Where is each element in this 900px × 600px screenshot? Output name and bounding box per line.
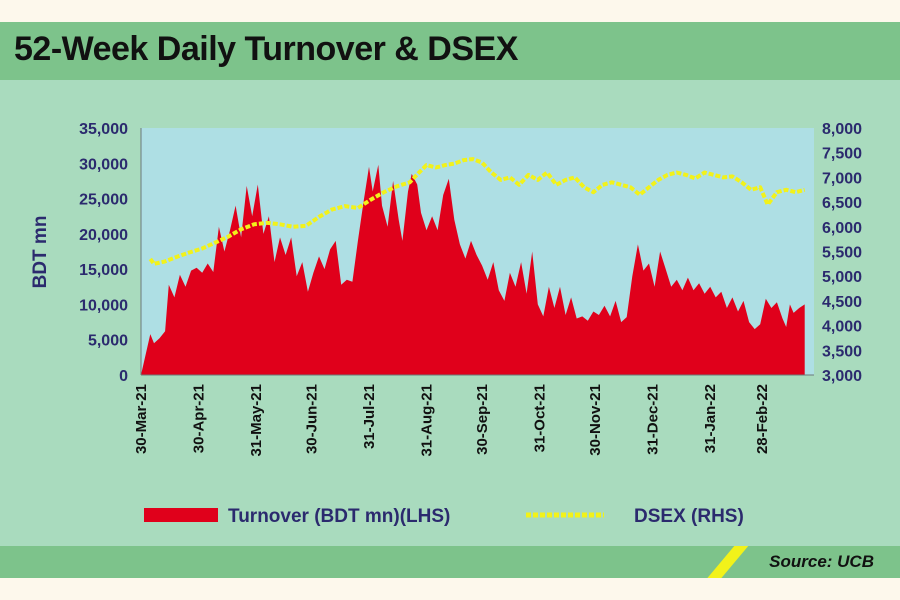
y-tick-right: 3,000 [822, 368, 862, 385]
legend-turnover-label: Turnover (BDT mn)(LHS) [228, 506, 450, 527]
y-tick-left: 20,000 [79, 227, 128, 244]
y-tick-right: 4,000 [822, 319, 862, 336]
legend-turnover-swatch [144, 508, 218, 522]
chart-title: 52-Week Daily Turnover & DSEX [14, 30, 518, 68]
dsex-line-layer [148, 157, 806, 266]
header-bar: 52-Week Daily Turnover & DSEX [0, 22, 900, 80]
y-tick-right: 7,000 [822, 170, 862, 187]
turnover-area [141, 164, 805, 375]
y-tick-labels-right: 3,000 3,500 4,000 4,500 5,000 5,500 6,000 6,500… [822, 121, 862, 385]
y-tick-left: 35,000 [79, 121, 128, 138]
y-tick-right: 5,500 [822, 245, 862, 262]
dsex-line [148, 157, 806, 266]
x-tick: 30-Nov-21 [587, 384, 604, 456]
x-tick: 31-Dec-21 [645, 384, 662, 455]
y-tick-right: 8,000 [822, 121, 862, 138]
x-tick: 31-Aug-21 [419, 384, 436, 457]
x-tick: 28-Feb-22 [754, 384, 771, 454]
legend-dsex-label: DSEX (RHS) [634, 506, 744, 527]
y-tick-left: 30,000 [79, 156, 128, 173]
source-note: Source: UCB [769, 552, 874, 571]
y-axis-title: BDT mn [30, 216, 51, 289]
x-tick: 31-Jul-21 [361, 384, 378, 449]
x-tick: 30-Apr-21 [191, 384, 208, 453]
y-tick-labels-left: 0 5,000 10,000 15,000 20,000 25,000 30,000 35,0… [79, 121, 128, 385]
x-tick: 30-Sep-21 [474, 384, 491, 455]
x-tick: 30-Mar-21 [133, 384, 150, 454]
y-tick-right: 6,500 [822, 195, 862, 212]
y-tick-right: 6,000 [822, 220, 862, 237]
x-tick-labels: 30-Mar-21 30-Apr-21 31-May-21 30-Jun-21 31-J… [133, 384, 771, 457]
footer-bar: Source: UCB [0, 546, 900, 578]
y-tick-right: 4,500 [822, 294, 862, 311]
y-tick-left: 25,000 [79, 192, 128, 209]
x-tick: 31-Jan-22 [702, 384, 719, 453]
x-tick: 31-May-21 [248, 384, 265, 457]
y-tick-right: 3,500 [822, 343, 862, 360]
footer-accent-stripe [700, 546, 754, 578]
y-tick-left: 5,000 [88, 333, 128, 350]
y-tick-left: 10,000 [79, 297, 128, 314]
y-tick-left: 0 [119, 368, 128, 385]
x-tick: 31-Oct-21 [532, 384, 549, 452]
y-tick-right: 7,500 [822, 146, 862, 163]
turnover-area-layer [141, 164, 805, 375]
y-tick-right: 5,000 [822, 269, 862, 286]
y-tick-left: 15,000 [79, 262, 128, 279]
x-tick: 30-Jun-21 [304, 384, 321, 454]
